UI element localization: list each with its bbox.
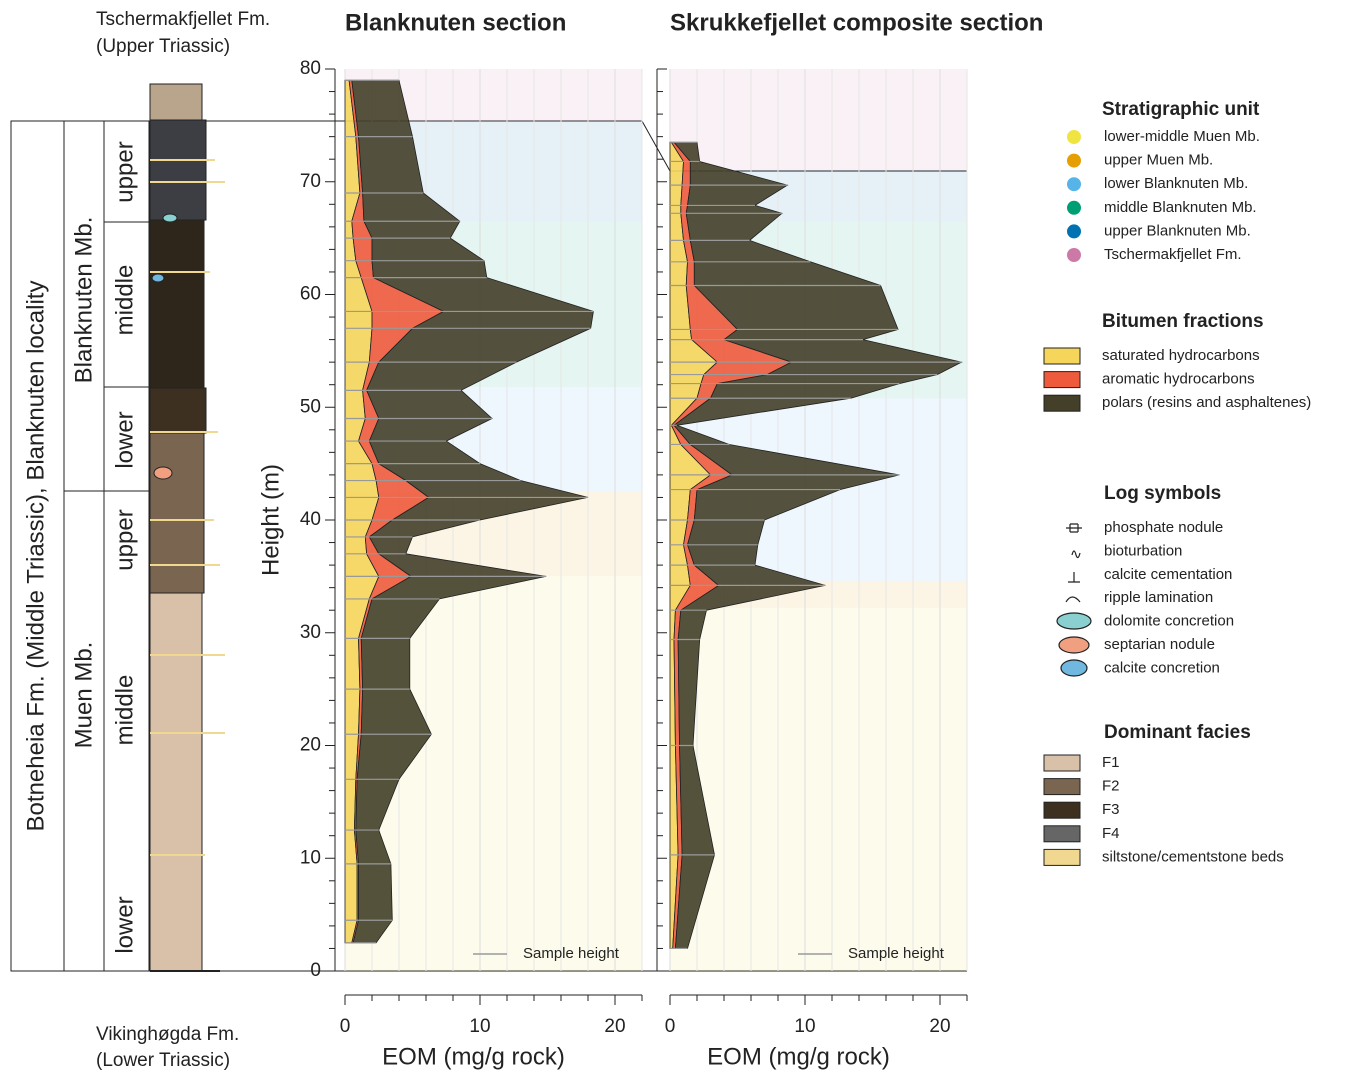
legend-title: Dominant facies (1104, 722, 1251, 743)
top-formation-age: (Upper Triassic) (96, 36, 230, 57)
legend-swatch (1043, 754, 1081, 772)
legend-swatch (1043, 394, 1081, 412)
legend-label: aromatic hydrocarbons (1102, 371, 1255, 388)
legend-label: phosphate nodule (1104, 519, 1223, 536)
legend-swatch (1043, 801, 1081, 819)
chart-title: Skrukkefjellet composite section (670, 9, 1043, 36)
formation-label: Botneheia Fm. (Middle Triassic), Blanknu… (22, 281, 49, 832)
column-frame (10, 120, 150, 972)
legend-label: F3 (1102, 801, 1120, 818)
legend-label: calcite cementation (1104, 566, 1232, 583)
x-tick-label: 0 (340, 1016, 351, 1037)
subunit-label: upper (111, 509, 138, 570)
legend-label: ripple lamination (1104, 589, 1213, 606)
subunit-label: middle (111, 265, 138, 336)
unit-zone (670, 607, 967, 971)
legend-label: siltstone/cementstone beds (1102, 848, 1284, 865)
legend-label: bioturbation (1104, 542, 1182, 559)
legend-swatch (1043, 778, 1081, 796)
member-label: Muen Mb. (70, 642, 97, 749)
legend-title: Log symbols (1104, 483, 1221, 504)
sedimentary-log (149, 83, 225, 972)
legend-label: F2 (1102, 778, 1120, 795)
legend-marker (1067, 177, 1081, 192)
y-tick-label: 30 (300, 622, 321, 643)
legend-marker (1067, 200, 1081, 215)
legend-marker (1067, 248, 1081, 262)
x-tick-label: 20 (929, 1016, 950, 1037)
x-tick-label: 10 (469, 1016, 490, 1037)
x-tick-label: 10 (794, 1016, 815, 1037)
legend-swatch (1043, 848, 1081, 866)
x-axis-label: EOM (mg/g rock) (707, 1043, 890, 1070)
legend-title: Bitumen fractions (1102, 311, 1264, 332)
legend-label: septarian nodule (1104, 636, 1215, 653)
y-axis-label: Height (m) (257, 464, 284, 576)
legend-swatch (1043, 347, 1081, 365)
sample-legend-label: Sample height (848, 945, 945, 962)
bottom-formation: Vikinghøgda Fm. (96, 1024, 239, 1045)
y-tick-label: 50 (300, 396, 321, 417)
charts: Sample height 0 10 20 30 40 50 60 70 80 0 10 20 Blank… (257, 9, 1043, 1070)
chart-title: Blanknuten section (345, 9, 566, 36)
legend-label: middle Blanknuten Mb. (1104, 199, 1257, 216)
legend-label: upper Blanknuten Mb. (1104, 222, 1251, 239)
y-tick-label: 20 (300, 735, 321, 756)
y-tick-label: 60 (300, 284, 321, 305)
legend-marker (1067, 153, 1081, 168)
unit-zone (670, 69, 967, 171)
log-symbol-icons (1056, 523, 1092, 677)
legend-marker (1067, 224, 1081, 239)
subunit-label: lower (111, 896, 138, 953)
y-tick-label: 40 (300, 509, 321, 530)
y-tick-label: 70 (300, 171, 321, 192)
x-tick-label: 0 (665, 1016, 676, 1037)
legend-label: Tschermakfjellet Fm. (1104, 246, 1242, 263)
legend-label: lower-middle Muen Mb. (1104, 128, 1260, 145)
y-tick-label: 80 (300, 58, 321, 79)
y-tick-label: 10 (300, 847, 321, 868)
sample-legend-label: Sample height (523, 945, 620, 962)
legend-label: calcite concretion (1104, 659, 1220, 676)
legend: lower-middle Muen Mb. upper Muen Mb. lower… (1043, 128, 1311, 866)
legend-label: dolomite concretion (1104, 613, 1234, 630)
y-tick-label: 0 (310, 960, 321, 981)
legend-swatch (1043, 371, 1081, 389)
legend-title: Stratigraphic unit (1102, 99, 1260, 120)
bottom-formation-age: (Lower Triassic) (96, 1050, 230, 1071)
legend-label: upper Muen Mb. (1104, 152, 1213, 169)
x-axis-label: EOM (mg/g rock) (382, 1043, 565, 1070)
legend-label: polars (resins and asphaltenes) (1102, 394, 1311, 411)
x-tick-label: 20 (604, 1016, 625, 1037)
legend-label: saturated hydrocarbons (1102, 347, 1260, 364)
legend-label: F4 (1102, 825, 1120, 842)
subunit-label: lower (111, 411, 138, 468)
subunit-label: upper (111, 141, 138, 202)
top-formation: Tschermakfjellet Fm. (96, 9, 270, 30)
legend-marker (1067, 130, 1081, 144)
legend-label: lower Blanknuten Mb. (1104, 175, 1248, 192)
subunit-label: middle (111, 675, 138, 746)
legend-label: F1 (1102, 754, 1120, 771)
member-label: Blanknuten Mb. (70, 217, 97, 384)
legend-swatch (1043, 825, 1081, 843)
